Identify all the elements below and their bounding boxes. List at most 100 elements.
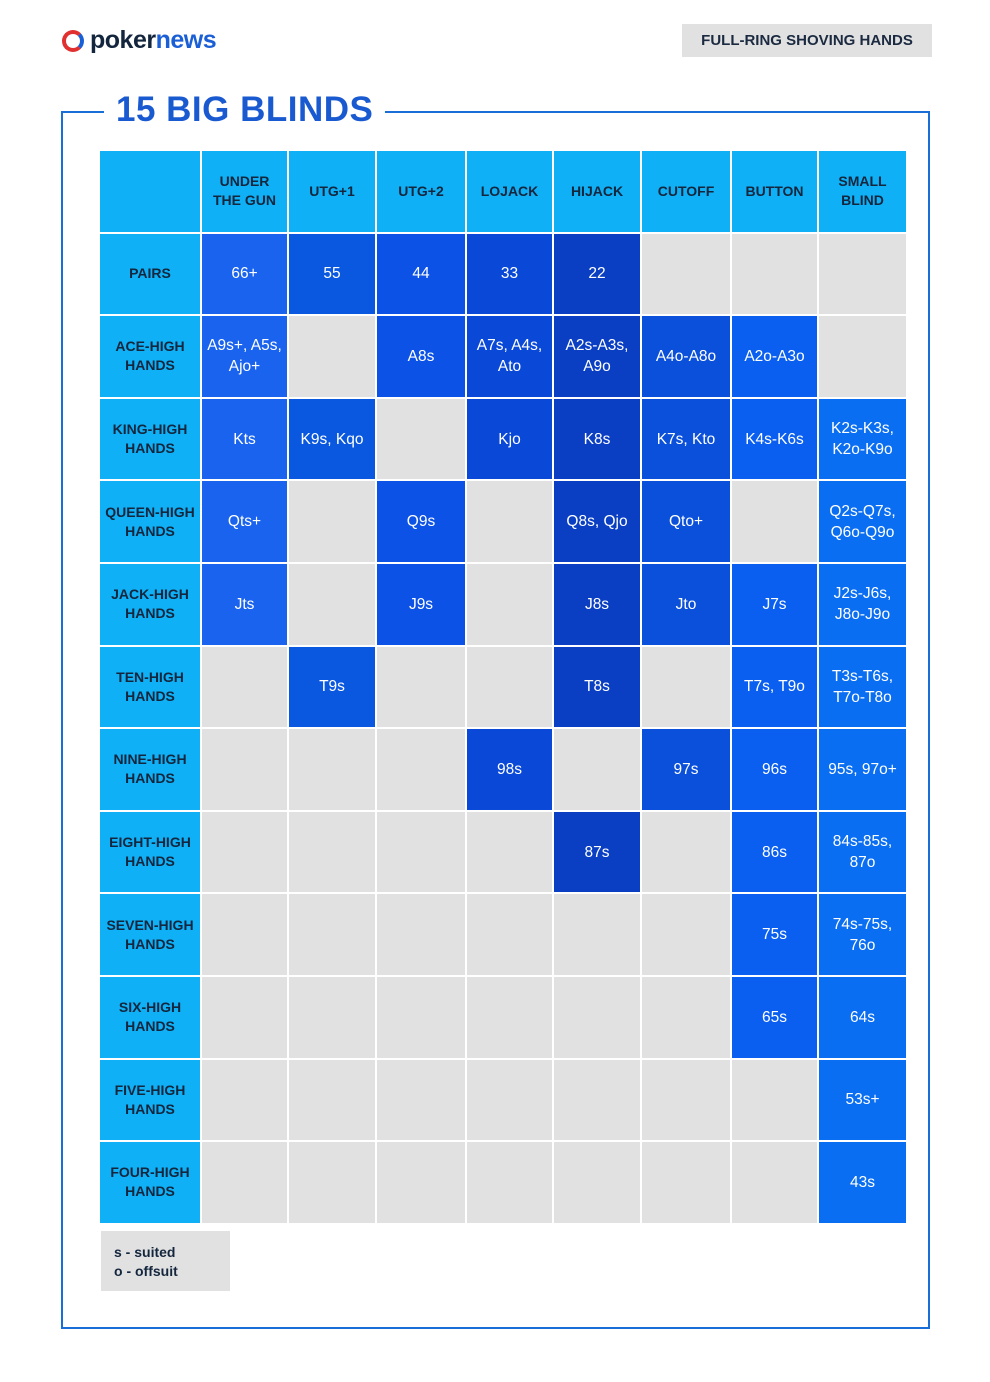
empty-cell — [377, 811, 465, 893]
hand-cell: 66+ — [202, 233, 287, 315]
hand-cell: 98s — [467, 729, 552, 810]
column-header: UTG+1 — [289, 151, 375, 232]
hand-cell: K8s — [554, 398, 640, 480]
empty-cell — [377, 1059, 465, 1141]
hand-cell: K4s-K6s — [732, 398, 817, 480]
corner-cell — [100, 151, 200, 232]
hand-cell: A9s+, A5s, Ajo+ — [202, 316, 287, 397]
hand-cell: Qts+ — [202, 481, 287, 562]
empty-cell — [202, 1059, 287, 1141]
empty-cell — [554, 894, 640, 975]
column-header: SMALL BLIND — [819, 151, 906, 232]
hand-cell: T9s — [289, 646, 375, 728]
hand-cell: K9s, Kqo — [289, 398, 375, 480]
empty-cell — [554, 729, 640, 810]
hand-cell: A7s, A4s, Ato — [467, 316, 552, 397]
hand-cell: Q8s, Qjo — [554, 481, 640, 562]
hand-cell: 33 — [467, 233, 552, 315]
hand-cell: Kts — [202, 398, 287, 480]
legend: s - suited o - offsuit — [101, 1231, 230, 1291]
empty-cell — [642, 976, 730, 1058]
empty-cell — [732, 481, 817, 562]
logo: poker news — [62, 26, 217, 55]
empty-cell — [554, 1059, 640, 1141]
hand-cell: 74s-75s, 76o — [819, 894, 906, 975]
legend-item: o - offsuit — [114, 1263, 178, 1279]
column-header: CUTOFF — [642, 151, 730, 232]
empty-cell — [819, 233, 906, 315]
empty-cell — [467, 811, 552, 893]
empty-cell — [289, 1059, 375, 1141]
empty-cell — [377, 646, 465, 728]
hand-cell: Kjo — [467, 398, 552, 480]
empty-cell — [467, 1059, 552, 1141]
hand-cell: J9s — [377, 563, 465, 645]
empty-cell — [202, 729, 287, 810]
column-header: UNDER THE GUN — [202, 151, 287, 232]
empty-cell — [732, 1059, 817, 1141]
empty-cell — [289, 976, 375, 1058]
hand-cell: 22 — [554, 233, 640, 315]
hand-cell: A2s-A3s, A9o — [554, 316, 640, 397]
empty-cell — [377, 729, 465, 810]
hand-cell: J2s-J6s, J8o-J9o — [819, 563, 906, 645]
hand-cell: 64s — [819, 976, 906, 1058]
empty-cell — [289, 316, 375, 397]
logo-text: news — [155, 26, 217, 54]
hand-cell: 87s — [554, 811, 640, 893]
logo-text: poker — [90, 26, 156, 54]
hand-cell: J7s — [732, 563, 817, 645]
column-header: BUTTON — [732, 151, 817, 232]
legend-item: s - suited — [114, 1244, 176, 1260]
hand-cell: Q9s — [377, 481, 465, 562]
hand-cell: 96s — [732, 729, 817, 810]
hand-cell: A8s — [377, 316, 465, 397]
empty-cell — [202, 894, 287, 975]
hand-cell: 86s — [732, 811, 817, 893]
empty-cell — [202, 976, 287, 1058]
empty-cell — [289, 729, 375, 810]
hand-cell: Qto+ — [642, 481, 730, 562]
hand-cell: K2s-K3s, K2o-K9o — [819, 398, 906, 480]
hand-cell: J8s — [554, 563, 640, 645]
logo-icon — [62, 29, 84, 52]
hand-cell: Jts — [202, 563, 287, 645]
empty-cell — [467, 894, 552, 975]
empty-cell — [289, 563, 375, 645]
row-header: TEN-HIGH HANDS — [100, 646, 200, 728]
empty-cell — [642, 894, 730, 975]
hand-cell: T8s — [554, 646, 640, 728]
hand-cell: T7s, T9o — [732, 646, 817, 728]
empty-cell — [642, 646, 730, 728]
column-header: LOJACK — [467, 151, 552, 232]
row-header: NINE-HIGH HANDS — [100, 729, 200, 810]
row-header: KING-HIGH HANDS — [100, 398, 200, 480]
row-header: SEVEN-HIGH HANDS — [100, 894, 200, 975]
hand-cell: A2o-A3o — [732, 316, 817, 397]
empty-cell — [377, 894, 465, 975]
empty-cell — [467, 481, 552, 562]
hand-cell: 97s — [642, 729, 730, 810]
hand-cell: 95s, 97o+ — [819, 729, 906, 810]
column-header: UTG+2 — [377, 151, 465, 232]
empty-cell — [467, 1142, 552, 1223]
empty-cell — [819, 316, 906, 397]
empty-cell — [377, 1142, 465, 1223]
empty-cell — [642, 1059, 730, 1141]
empty-cell — [289, 811, 375, 893]
empty-cell — [289, 894, 375, 975]
hand-cell: 55 — [289, 233, 375, 315]
hand-cell: 65s — [732, 976, 817, 1058]
row-header: JACK-HIGH HANDS — [100, 563, 200, 645]
empty-cell — [467, 646, 552, 728]
hand-cell: T3s-T6s, T7o-T8o — [819, 646, 906, 728]
frame — [61, 111, 930, 1329]
empty-cell — [467, 976, 552, 1058]
empty-cell — [289, 1142, 375, 1223]
row-header: ACE-HIGH HANDS — [100, 316, 200, 397]
empty-cell — [642, 1142, 730, 1223]
empty-cell — [732, 233, 817, 315]
empty-cell — [467, 563, 552, 645]
hand-cell: Q2s-Q7s, Q6o-Q9o — [819, 481, 906, 562]
